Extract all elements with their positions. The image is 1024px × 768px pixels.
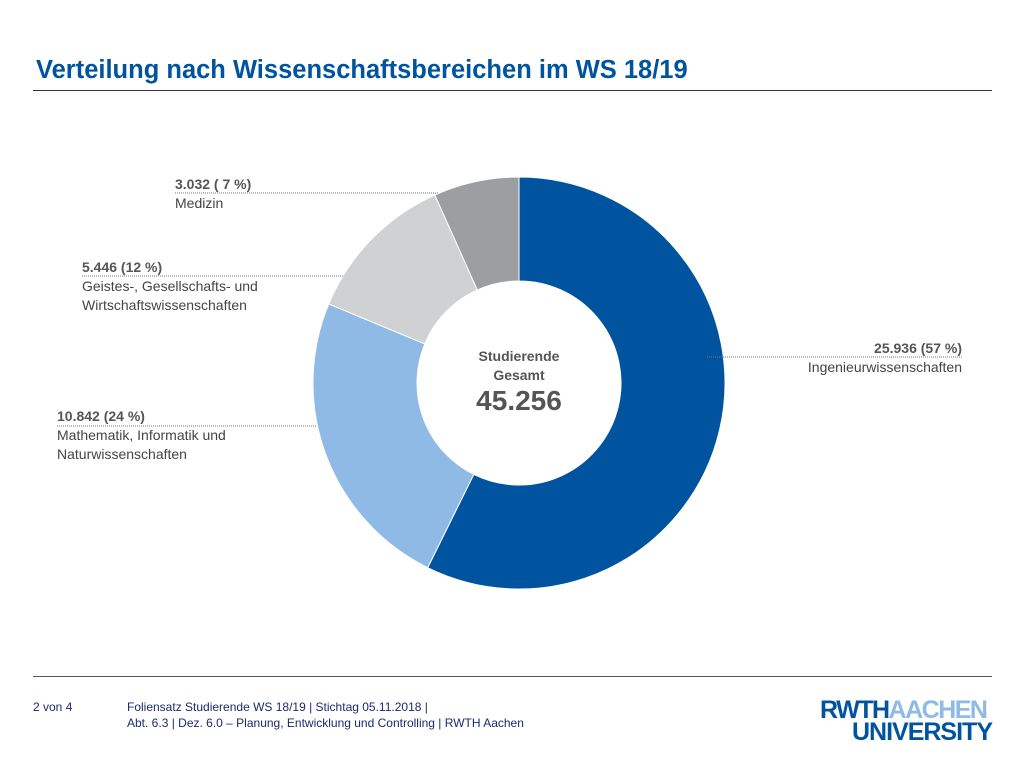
title-divider xyxy=(33,90,992,91)
slice-name-geistes-line2: Wirtschaftswissenschaften xyxy=(82,297,247,313)
slice-value-mathematik: 10.842 (24 %) xyxy=(57,408,145,424)
footer-divider xyxy=(33,676,992,677)
center-caption: Studierende Gesamt xyxy=(419,347,619,385)
leader-lines xyxy=(57,192,962,427)
logo-rwth: RWTH xyxy=(820,696,890,724)
slice-label-ingenieur: 25.936 (57 %) Ingenieurwissenschaften xyxy=(712,339,962,377)
slice-ingenieur xyxy=(427,176,726,590)
slice-medizin xyxy=(434,176,520,291)
slice-name-medizin: Medizin xyxy=(175,195,224,211)
center-total-value: 45.256 xyxy=(476,385,562,416)
page-title: Verteilung nach Wissenschaftsbereichen i… xyxy=(36,56,688,84)
center-caption-line2: Gesamt xyxy=(493,367,545,383)
slice-label-geistes: 5.446 (12 %) Geistes-, Gesellschafts- un… xyxy=(82,258,258,315)
logo-line1: RWTHAACHEN xyxy=(820,696,988,724)
slice-name-mathematik-line1: Mathematik, Informatik und xyxy=(57,427,226,443)
slice-value-geistes: 5.446 (12 %) xyxy=(82,259,163,275)
logo-aachen: AACHEN xyxy=(888,696,988,724)
slice-name-ingenieur: Ingenieurwissenschaften xyxy=(807,359,962,375)
center-caption-line1: Studierende xyxy=(478,348,560,364)
footer-line2: Abt. 6.3 | Dez. 6.0 – Planung, Entwicklu… xyxy=(127,716,524,730)
page-number: 2 von 4 xyxy=(33,700,73,714)
footer-line1: Foliensatz Studierende WS 18/19 | Sticht… xyxy=(127,700,428,714)
slice-name-geistes-line1: Geistes-, Gesellschafts- und xyxy=(82,278,258,294)
footer-text: Foliensatz Studierende WS 18/19 | Sticht… xyxy=(127,699,524,731)
rwth-logo: RWTHAACHEN UNIVERSITY xyxy=(820,696,993,746)
donut-chart xyxy=(57,176,962,590)
slice-value-ingenieur: 25.936 (57 %) xyxy=(874,340,962,356)
logo-university: UNIVERSITY xyxy=(851,718,993,746)
slice-label-medizin: 3.032 ( 7 %) Medizin xyxy=(175,175,251,213)
slice-label-mathematik: 10.842 (24 %) Mathematik, Informatik und… xyxy=(57,407,226,464)
donut-slices xyxy=(312,176,726,590)
slice-name-mathematik-line2: Naturwissenschaften xyxy=(57,446,187,462)
slice-mathematik xyxy=(312,303,475,569)
slice-value-medizin: 3.032 ( 7 %) xyxy=(175,176,252,192)
